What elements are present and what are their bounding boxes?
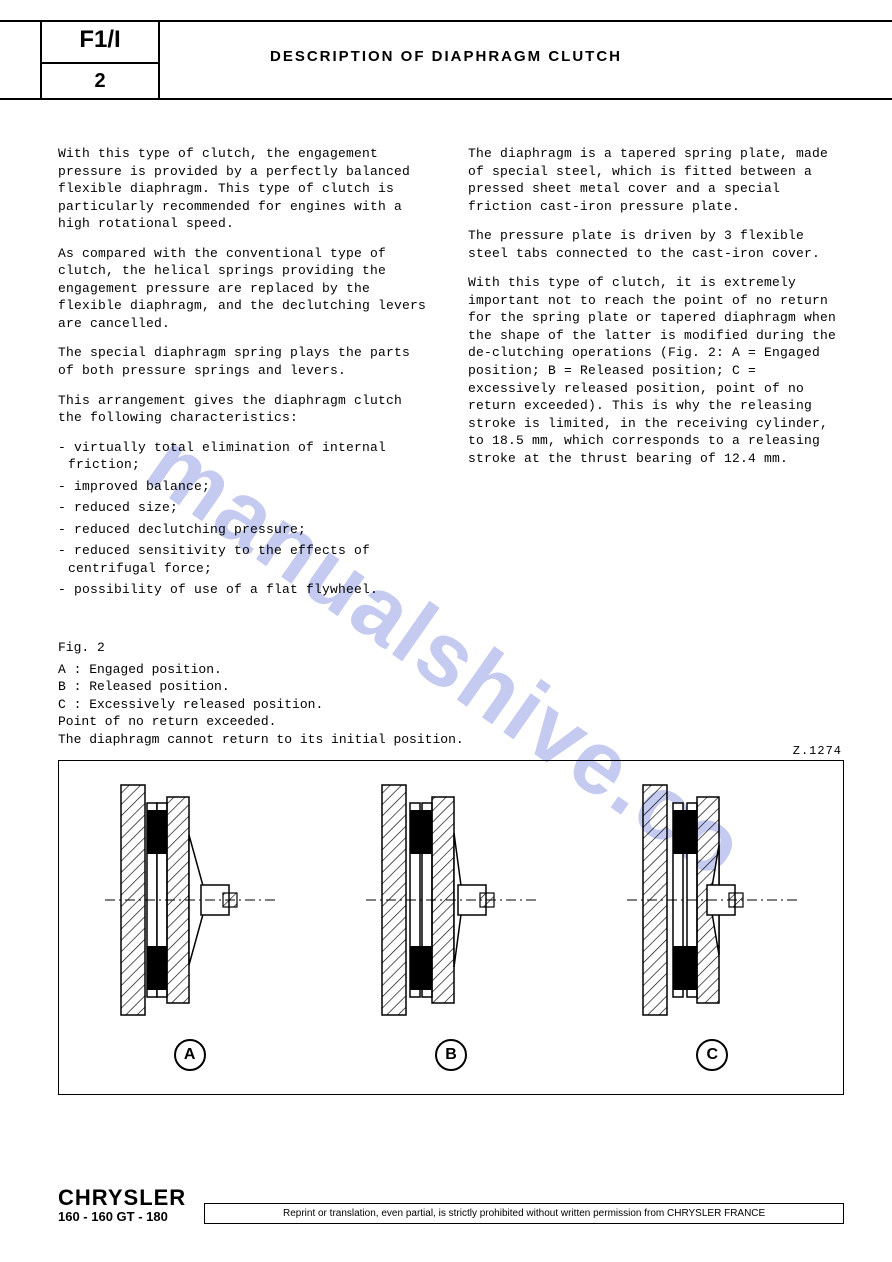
page-title: DESCRIPTION OF DIAPHRAGM CLUTCH [0,48,892,65]
figure-title: Fig. 2 [58,639,844,657]
clutch-diagram-a: A [70,775,310,1071]
list-item: - improved balance; [58,478,434,496]
clutch-svg [627,775,797,1025]
right-column: The diaphragm is a tapered spring plate,… [468,145,844,603]
figure-label-b: B [435,1039,467,1071]
clutch-svg [105,775,275,1025]
list-item: - virtually total elimination of interna… [58,439,434,474]
left-column: With this type of clutch, the engagement… [58,145,434,603]
characteristics-list: - virtually total elimination of interna… [58,439,434,599]
list-item: - possibility of use of a flat flywheel. [58,581,434,599]
paragraph: The pressure plate is driven by 3 flexib… [468,227,844,262]
list-item: - reduced size; [58,499,434,517]
brand-block: CHRYSLER 160 - 160 GT - 180 [58,1187,186,1224]
figure-label-a: A [174,1039,206,1071]
figure-caption: Fig. 2 A : Engaged position. B : Release… [58,639,844,748]
paragraph: This arrangement gives the diaphragm clu… [58,392,434,427]
paragraph: With this type of clutch, it is extremel… [468,274,844,467]
page-number: 2 [42,70,158,93]
figure-ref-number: Z.1274 [793,744,842,758]
caption-line: A : Engaged position. [58,661,844,679]
caption-line: B : Released position. [58,678,844,696]
list-item: - reduced declutching pressure; [58,521,434,539]
paragraph: As compared with the conventional type o… [58,245,434,333]
clutch-diagram-c: C [592,775,832,1071]
paragraph: The diaphragm is a tapered spring plate,… [468,145,844,215]
brand-models: 160 - 160 GT - 180 [58,1209,186,1224]
paragraph: With this type of clutch, the engagement… [58,145,434,233]
list-item: - reduced sensitivity to the effects of … [58,542,434,577]
copyright-notice: Reprint or translation, even partial, is… [204,1203,844,1224]
paragraph: The special diaphragm spring plays the p… [58,344,434,379]
figure-label-c: C [696,1039,728,1071]
figure-frame: A B [58,760,844,1095]
caption-line: C : Excessively released position. [58,696,844,714]
caption-line: The diaphragm cannot return to its initi… [58,731,844,749]
brand-name: CHRYSLER [58,1187,186,1209]
clutch-diagram-b: B [331,775,571,1071]
page-footer: CHRYSLER 160 - 160 GT - 180 Reprint or t… [58,1187,844,1224]
clutch-svg [366,775,536,1025]
caption-line: Point of no return exceeded. [58,713,844,731]
header-rule-bottom [0,98,892,100]
